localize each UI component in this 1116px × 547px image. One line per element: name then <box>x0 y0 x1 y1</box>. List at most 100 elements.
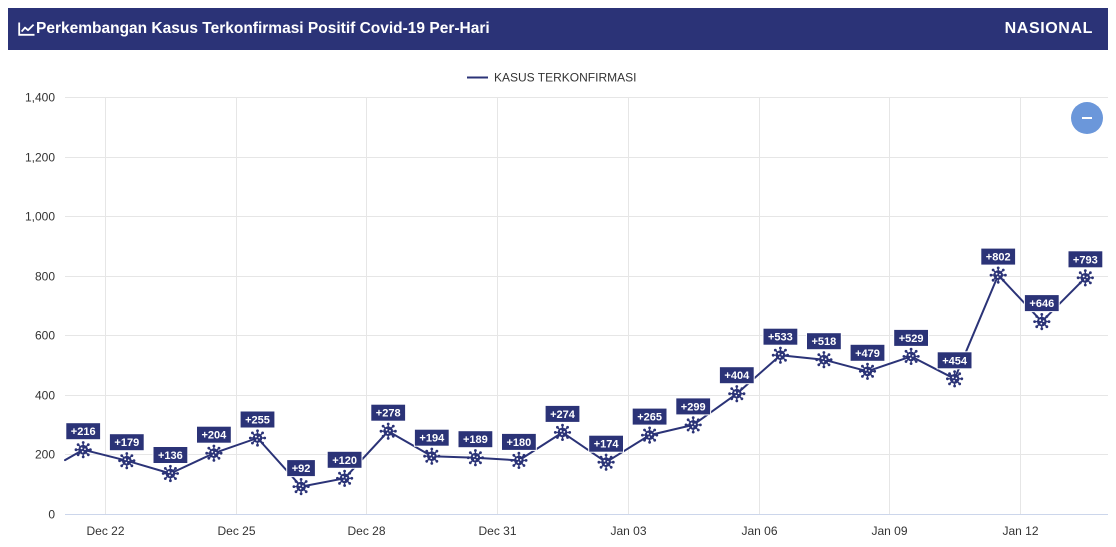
data-label-box <box>849 343 886 362</box>
minus-button[interactable] <box>1071 102 1103 134</box>
data-point-virus-icon[interactable] <box>423 447 441 465</box>
data-label-box <box>370 403 407 422</box>
x-tick-label: Dec 31 <box>478 524 516 538</box>
y-axis: 0 200 400 600 800 1,000 1,200 1,400 <box>25 91 55 522</box>
data-label-text: +278 <box>376 408 401 420</box>
region-label: NASIONAL <box>1004 20 1093 37</box>
data-label-box <box>65 422 102 441</box>
data-label-box <box>1023 294 1060 313</box>
y-tick-label: 600 <box>35 329 55 343</box>
data-point-virus-icon[interactable] <box>161 464 179 483</box>
data-label-text: +120 <box>332 455 357 467</box>
data-label-box <box>806 332 842 351</box>
data-point-markers <box>74 266 1094 496</box>
data-label-text: +518 <box>812 336 837 348</box>
data-point-virus-icon[interactable] <box>597 453 615 471</box>
data-point-virus-icon[interactable] <box>946 370 964 388</box>
data-label: +174 <box>588 434 625 453</box>
y-tick-label: 1,200 <box>25 151 55 165</box>
data-point-virus-icon[interactable] <box>989 266 1007 284</box>
y-tick-label: 0 <box>48 508 55 522</box>
data-label-text: +194 <box>419 433 445 445</box>
data-point-virus-icon[interactable] <box>858 362 877 380</box>
line-chart-icon <box>18 22 35 36</box>
data-label-text: +204 <box>202 430 228 442</box>
data-label: +802 <box>980 247 1017 266</box>
data-label-text: +793 <box>1073 254 1098 266</box>
y-tick-label: 200 <box>35 448 55 462</box>
data-label-box <box>1067 250 1104 269</box>
data-label-box <box>544 404 581 423</box>
data-point-virus-icon[interactable] <box>336 469 354 487</box>
data-label-text: +274 <box>550 409 576 421</box>
minus-icon <box>1082 117 1092 119</box>
data-label-box <box>762 327 799 346</box>
data-label-text: +265 <box>637 412 662 424</box>
data-point-virus-icon[interactable] <box>292 478 310 496</box>
data-label: +404 <box>718 366 755 385</box>
data-label-text: +174 <box>594 439 620 451</box>
data-point-virus-icon[interactable] <box>510 451 528 469</box>
header-bar: Perkembangan Kasus Terkonfirmasi Positif… <box>8 8 1108 50</box>
data-point-virus-icon[interactable] <box>815 351 833 369</box>
data-label: +265 <box>631 407 668 426</box>
y-tick-label: 400 <box>35 389 55 403</box>
data-label-text: +299 <box>681 401 706 413</box>
data-label: +179 <box>108 433 145 452</box>
data-label-text: +529 <box>899 333 924 345</box>
data-label: +646 <box>1023 294 1060 313</box>
data-point-virus-icon[interactable] <box>902 347 920 365</box>
data-label-text: +136 <box>158 450 183 462</box>
data-label-box <box>501 432 537 451</box>
x-tick-label: Dec 28 <box>347 524 385 538</box>
data-point-virus-icon[interactable] <box>379 422 397 440</box>
y-tick-label: 1,400 <box>25 91 55 105</box>
data-label-text: +179 <box>114 437 139 449</box>
data-label: +194 <box>413 428 450 447</box>
data-point-virus-icon[interactable] <box>771 346 789 364</box>
data-point-virus-icon[interactable] <box>118 452 136 470</box>
data-point-virus-icon[interactable] <box>74 441 92 459</box>
data-point-virus-icon[interactable] <box>1076 269 1094 287</box>
data-label-box <box>413 428 450 447</box>
data-point-virus-icon[interactable] <box>641 426 659 444</box>
data-label: +793 <box>1067 250 1104 269</box>
data-label-box <box>108 433 145 452</box>
data-point-virus-icon[interactable] <box>684 416 702 434</box>
data-label-text: +404 <box>724 370 750 382</box>
data-label-box <box>936 351 973 370</box>
grid-lines <box>65 97 1108 515</box>
data-label: +274 <box>544 404 581 423</box>
data-label: +479 <box>849 343 886 362</box>
data-point-virus-icon[interactable] <box>1033 313 1051 331</box>
data-label-text: +255 <box>245 415 270 427</box>
data-label-box <box>239 410 276 429</box>
data-point-virus-icon[interactable] <box>728 385 746 403</box>
data-label-box <box>196 425 232 444</box>
data-label-text: +216 <box>71 426 96 438</box>
data-label: +136 <box>152 446 189 464</box>
data-point-virus-icon[interactable] <box>553 423 572 441</box>
data-label-box <box>675 397 712 416</box>
x-tick-label: Jan 06 <box>741 524 777 538</box>
data-label: +533 <box>762 327 799 346</box>
data-label-text: +454 <box>942 355 968 367</box>
data-label-box <box>588 434 625 453</box>
data-label-box <box>286 459 316 478</box>
data-label-box <box>980 247 1017 266</box>
data-point-virus-icon[interactable] <box>466 449 484 467</box>
data-label-text: +189 <box>463 434 488 446</box>
x-tick-label: Dec 22 <box>86 524 124 538</box>
legend-item[interactable]: KASUS TERKONFIRMASI <box>467 71 636 85</box>
data-label: +518 <box>806 332 842 351</box>
data-label: +180 <box>501 432 537 451</box>
data-point-virus-icon[interactable] <box>205 444 223 462</box>
data-label-text: +802 <box>986 252 1011 264</box>
y-tick-label: 1,000 <box>25 210 55 224</box>
data-point-virus-icon[interactable] <box>248 429 267 447</box>
data-label: +454 <box>936 351 973 370</box>
data-label-text: +479 <box>855 348 880 360</box>
data-labels: +216 +179 +136 +204 +255 +92 +120 +278 +194 +189 +… <box>65 247 1104 478</box>
data-label-box <box>631 407 668 426</box>
